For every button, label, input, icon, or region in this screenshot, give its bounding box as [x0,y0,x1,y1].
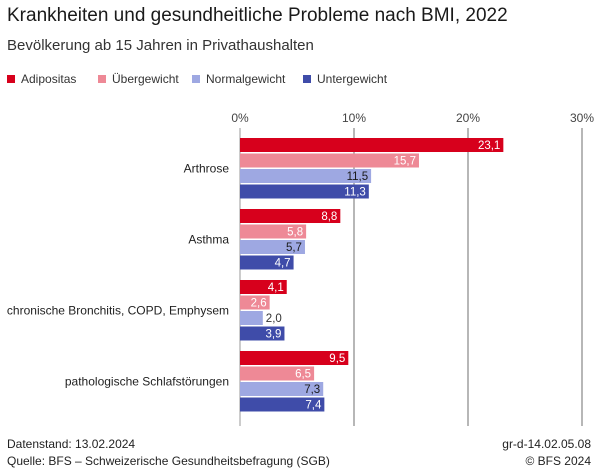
data-label-normalgewicht-3: 7,3 [304,384,320,396]
legend-swatch-adipositas [7,75,15,83]
bar-adipositas-2 [240,280,287,294]
x-tick-label-30: 30% [570,111,594,125]
category-label-3: pathologische Schlafstörungen [65,374,229,388]
data-label-adipositas-0: 23,1 [478,140,500,152]
bar-normalgewicht-1 [240,240,305,254]
x-tick-label-0: 0% [231,111,249,125]
data-label-untergewicht-0: 11,3 [344,187,366,199]
bar-normalgewicht-2 [240,311,263,325]
data-label-normalgewicht-1: 5,7 [286,242,302,254]
x-tick-label-10: 10% [342,111,366,125]
bar-adipositas-3 [240,351,349,365]
data-label-untergewicht-2: 3,9 [265,329,281,341]
legend-swatch-untergewicht [303,75,311,83]
footer-datenstand: Datenstand: 13.02.2024 [7,437,136,451]
bar-adipositas-0 [240,138,504,152]
bar-untergewicht-0 [240,184,369,199]
data-label-übergewicht-0: 15,7 [394,156,416,168]
legend-swatch-uebergewicht [98,75,106,83]
data-label-übergewicht-1: 5,8 [287,227,303,239]
category-label-1: Asthma [188,232,229,246]
data-label-übergewicht-3: 6,5 [295,369,311,381]
bar-untergewicht-2 [240,326,285,341]
legend-label-normalgewicht: Normalgewicht [206,72,286,86]
bar-untergewicht-1 [240,255,294,270]
legend-label-uebergewicht: Übergewicht [112,72,179,86]
category-label-0: Arthrose [184,161,230,175]
footer-quelle: Quelle: BFS – Schweizerische Gesundheits… [7,454,330,468]
bar-normalgewicht-3 [240,382,324,396]
legend-item-adipositas: Adipositas [7,72,76,86]
data-label-untergewicht-1: 4,7 [275,258,291,270]
footer-code: gr-d-14.02.05.08 [502,437,591,451]
data-label-adipositas-3: 9,5 [329,353,345,365]
bar-übergewicht-0 [240,153,419,168]
data-label-normalgewicht-2: 2,0 [266,313,282,325]
data-label-adipositas-1: 8,8 [321,211,337,223]
legend-swatch-normalgewicht [192,75,200,83]
data-label-übergewicht-2: 2,6 [251,298,267,310]
bar-adipositas-1 [240,209,341,223]
bar-übergewicht-3 [240,366,315,381]
legend-label-untergewicht: Untergewicht [317,72,388,86]
legend-item-uebergewicht: Übergewicht [98,72,179,86]
x-tick-label-20: 20% [456,111,480,125]
chart-subtitle: Bevölkerung ab 15 Jahren in Privathausha… [7,37,314,54]
legend-item-untergewicht: Untergewicht [303,72,387,86]
legend-label-adipositas: Adipositas [21,72,77,86]
chart-title: Krankheiten und gesundheitliche Probleme… [7,5,508,26]
bar-übergewicht-2 [240,295,270,310]
footer-copyright: © BFS 2024 [525,454,591,468]
bar-chart: 0% 10% 20% 30% Arthrose 23,1 15,7 11,5 11,3 Asthm… [7,111,594,426]
legend-item-normalgewicht: Normalgewicht [192,72,285,86]
bar-normalgewicht-0 [240,169,372,183]
bar-übergewicht-1 [240,224,307,239]
category-label-2: chronische Bronchitis, COPD, Emphysem [7,303,229,317]
data-label-untergewicht-3: 7,4 [305,400,322,412]
bar-untergewicht-3 [240,397,325,412]
data-label-adipositas-2: 4,1 [268,282,284,294]
data-label-normalgewicht-0: 11,5 [347,171,369,183]
